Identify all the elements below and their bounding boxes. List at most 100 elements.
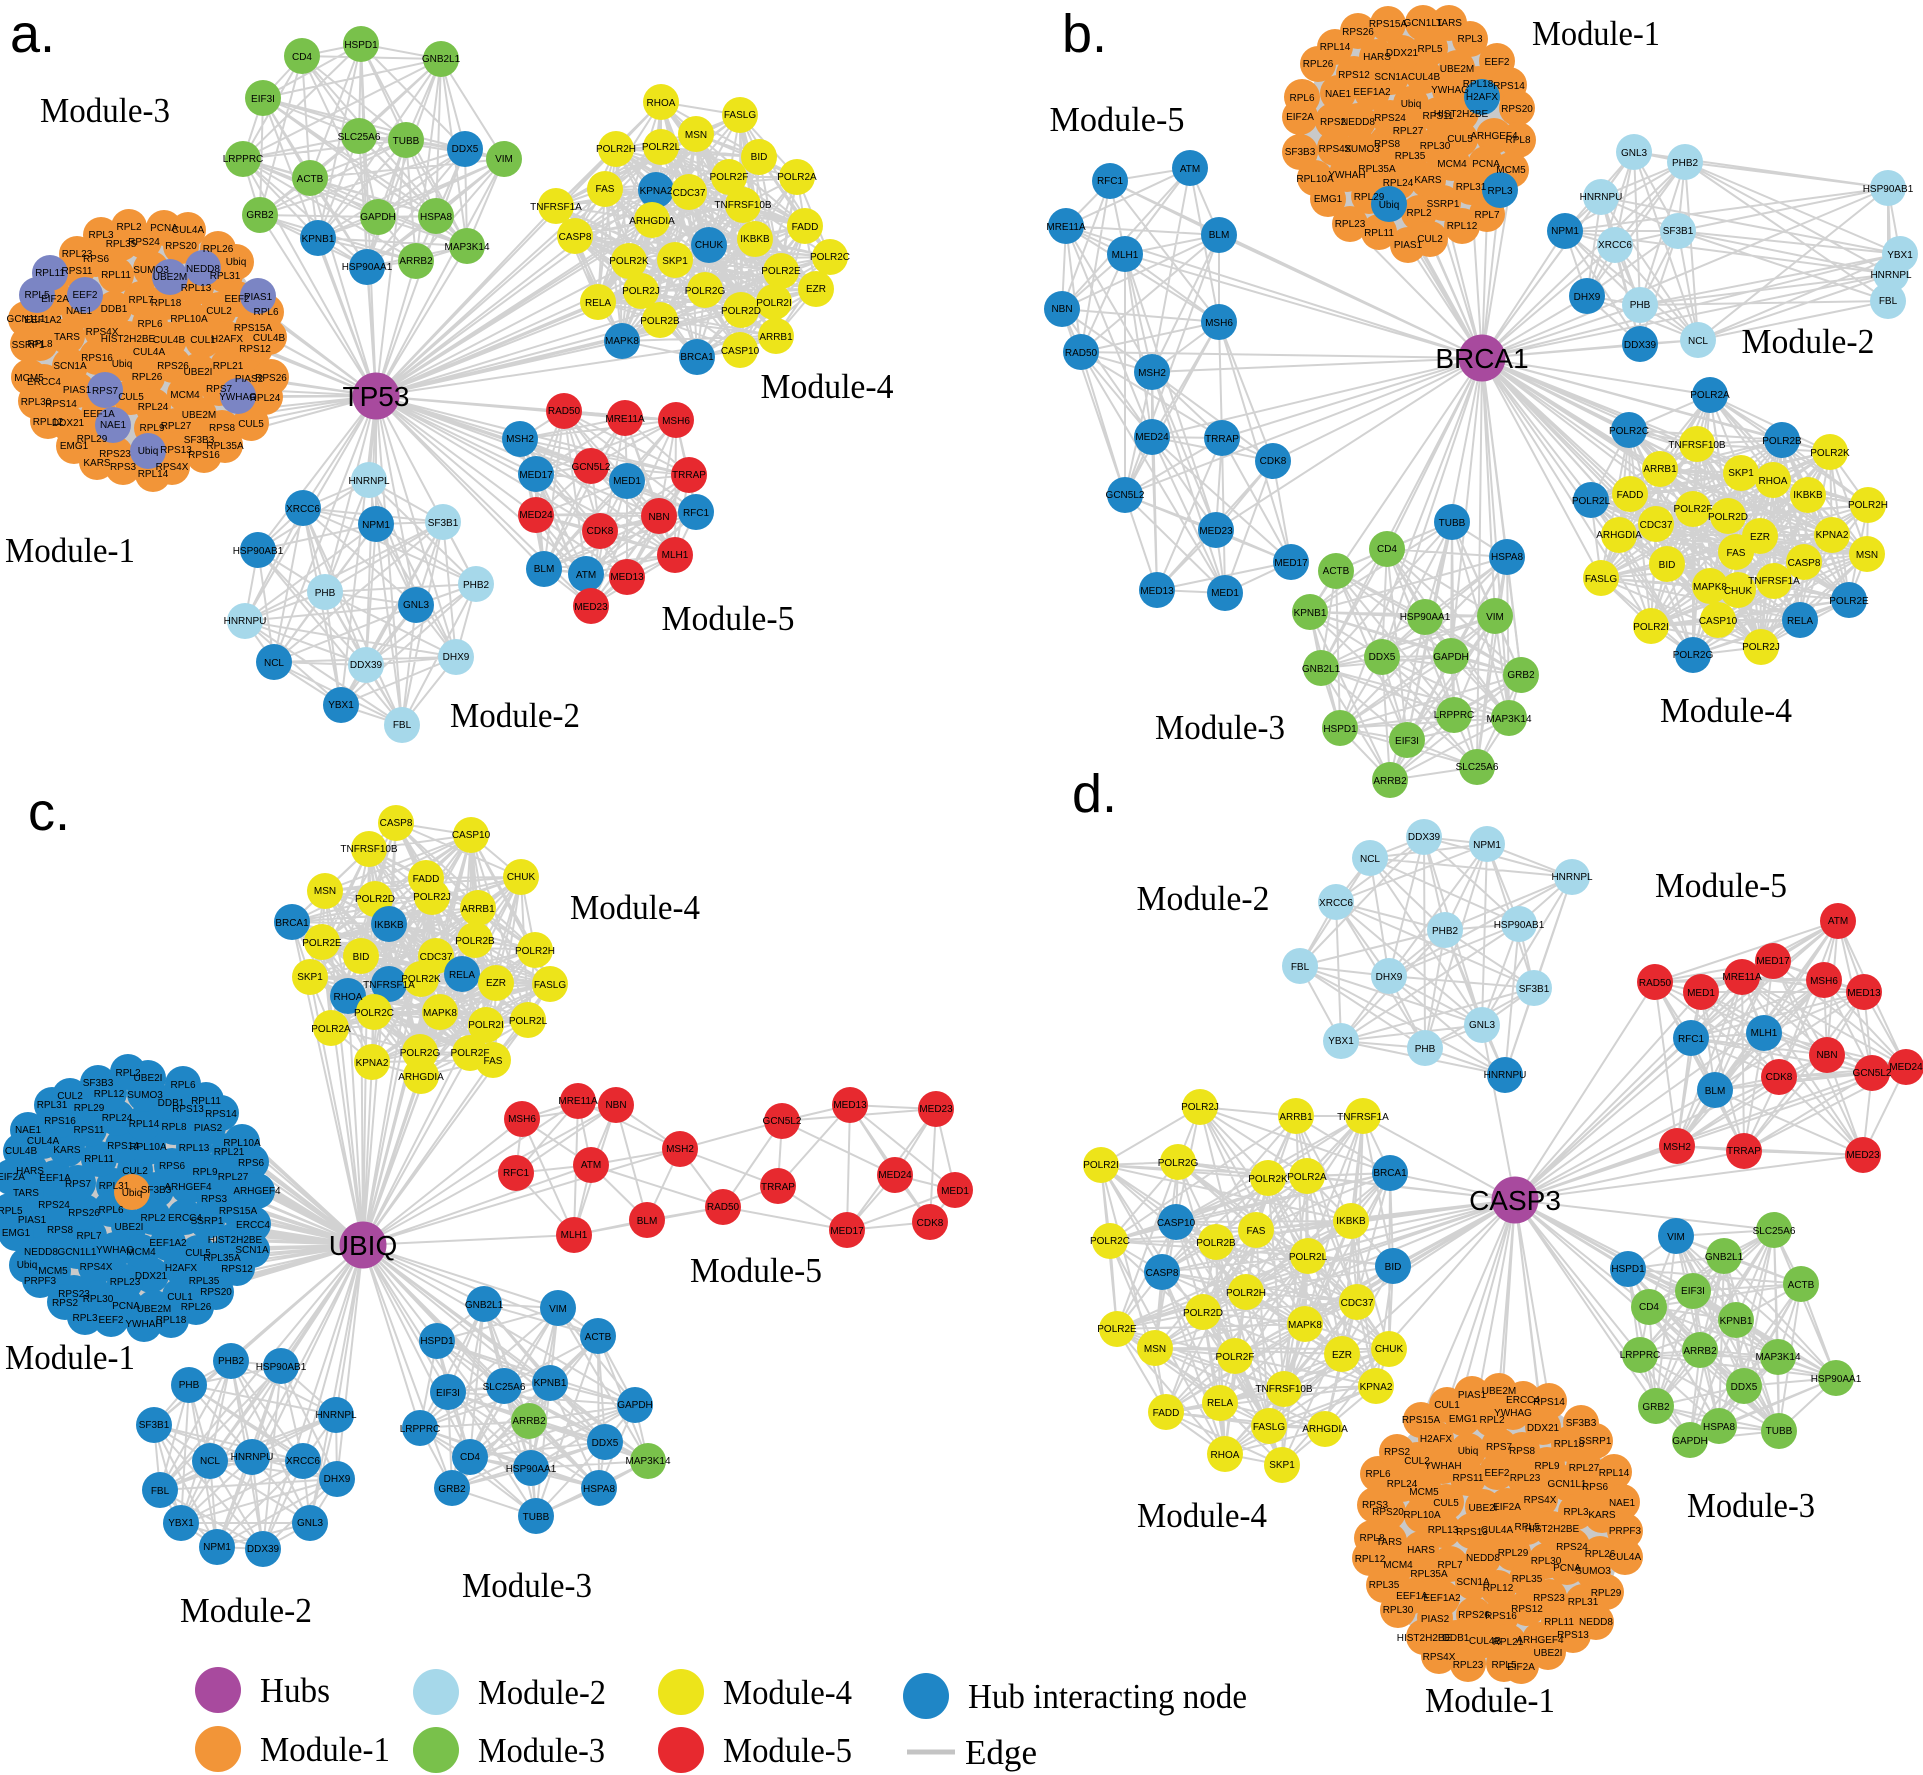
svg-text:HSP90AB1: HSP90AB1 [233,546,284,557]
svg-text:CUL1: CUL1 [1434,1400,1460,1411]
svg-text:NEDD8: NEDD8 [1579,1617,1613,1628]
svg-text:RPL18: RPL18 [156,1315,187,1326]
svg-text:POLR2C: POLR2C [1090,1236,1130,1247]
svg-text:SLC25A6: SLC25A6 [483,1382,526,1393]
svg-text:GNL3: GNL3 [403,600,430,611]
svg-text:H2AFX: H2AFX [211,334,244,345]
svg-text:RPL7: RPL7 [128,295,153,306]
svg-text:RPL9: RPL9 [1534,1461,1559,1472]
svg-text:RPS4X: RPS4X [156,462,189,473]
svg-text:H2AFX: H2AFX [1466,92,1499,103]
svg-text:RPL35: RPL35 [1369,1580,1400,1591]
svg-text:MRE11A: MRE11A [605,414,645,425]
svg-text:ACTB: ACTB [297,174,324,185]
svg-text:CASP8: CASP8 [380,818,413,829]
svg-text:PIAS1: PIAS1 [63,385,92,396]
svg-text:RPL27: RPL27 [218,1172,249,1183]
svg-text:ATM: ATM [581,1160,601,1171]
svg-text:CD4: CD4 [292,52,312,63]
svg-text:ARHGEF4: ARHGEF4 [233,1186,281,1197]
svg-text:RPL14: RPL14 [138,469,169,480]
svg-text:RPL21: RPL21 [214,1147,245,1158]
svg-text:CASP3: CASP3 [1469,1185,1561,1216]
svg-text:RPS11: RPS11 [1453,1473,1484,1484]
svg-text:MSH2: MSH2 [506,434,534,445]
svg-text:GNL3: GNL3 [1621,148,1648,159]
svg-text:HNRNPL: HNRNPL [315,1410,357,1421]
svg-text:IKBKB: IKBKB [1336,1216,1366,1227]
svg-text:ARHGEF4: ARHGEF4 [164,1182,212,1193]
svg-text:PRPF3: PRPF3 [1609,1526,1642,1537]
svg-text:HIST2H2BE: HIST2H2BE [208,1235,263,1246]
svg-text:POLR2B: POLR2B [1762,436,1802,447]
svg-text:RELA: RELA [449,970,475,981]
svg-text:EEF1A: EEF1A [1396,1591,1428,1602]
svg-text:CUL4B: CUL4B [253,333,286,344]
svg-text:RPS4X: RPS4X [1423,1652,1456,1663]
svg-text:KPNB1: KPNB1 [1294,608,1327,619]
svg-text:GAPDH: GAPDH [1433,652,1469,663]
svg-text:b.: b. [1062,4,1107,64]
svg-text:POLR2C: POLR2C [354,1008,394,1019]
svg-text:FASLG: FASLG [534,980,566,991]
svg-text:RPS15A: RPS15A [1402,1415,1441,1426]
svg-text:BRCA1: BRCA1 [275,918,309,929]
svg-text:MSH2: MSH2 [1663,1142,1691,1153]
svg-text:GRB2: GRB2 [246,210,274,221]
svg-text:UBE2I: UBE2I [134,1073,163,1084]
svg-text:RPL26: RPL26 [132,372,163,383]
svg-text:CUL4A: CUL4A [1481,1525,1514,1536]
svg-text:Module-3: Module-3 [462,1566,592,1605]
svg-text:EIF3I: EIF3I [1681,1286,1705,1297]
svg-text:ERCC4: ERCC4 [27,377,61,388]
svg-text:POLR2F: POLR2F [451,1048,490,1059]
svg-text:ARRB1: ARRB1 [759,332,793,343]
svg-text:RPL35A: RPL35A [206,441,244,452]
svg-text:HIST2H2BE: HIST2H2BE [101,334,156,345]
svg-text:ARHGDIA: ARHGDIA [1302,1424,1348,1435]
svg-text:XRCC6: XRCC6 [1598,240,1632,251]
svg-text:MAP3K14: MAP3K14 [625,1456,670,1467]
svg-text:FBL: FBL [393,720,412,731]
svg-text:RPL29: RPL29 [74,1103,105,1114]
svg-text:MSH6: MSH6 [1205,318,1233,329]
svg-text:MSN: MSN [1144,1344,1166,1355]
svg-text:FBL: FBL [1879,296,1898,307]
svg-text:DDX5: DDX5 [452,144,479,155]
svg-text:MAPK8: MAPK8 [423,1008,457,1019]
svg-text:PHB: PHB [179,1380,200,1391]
svg-text:Hubs: Hubs [260,1671,330,1710]
svg-text:RPS20: RPS20 [200,1287,232,1298]
svg-text:MLH1: MLH1 [662,550,689,561]
svg-text:POLR2F: POLR2F [710,172,749,183]
svg-text:RPS11: RPS11 [74,1125,105,1136]
svg-text:MLH1: MLH1 [1751,1028,1778,1039]
svg-text:VIM: VIM [1486,612,1504,623]
svg-text:HSP90AB1: HSP90AB1 [1494,920,1545,931]
svg-text:Module-1: Module-1 [1425,1681,1555,1720]
svg-text:PHB: PHB [1630,300,1651,311]
svg-text:RPS12: RPS12 [221,1264,253,1275]
svg-text:UBE2I: UBE2I [1534,1648,1563,1659]
svg-text:RPL31: RPL31 [210,271,241,282]
svg-text:POLR2C: POLR2C [810,252,850,263]
svg-text:RPL11: RPL11 [84,1154,114,1165]
svg-text:SUMO3: SUMO3 [1344,144,1380,155]
svg-text:KPNA2: KPNA2 [1360,1382,1393,1393]
svg-text:MED13: MED13 [833,1100,867,1111]
svg-text:SF3B1: SF3B1 [428,518,459,529]
svg-text:POLR2G: POLR2G [1158,1158,1199,1169]
svg-text:c.: c. [28,782,70,842]
svg-text:RHOA: RHOA [1211,1450,1240,1461]
svg-text:EEF2: EEF2 [72,290,97,301]
svg-text:POLR2I: POLR2I [756,298,792,309]
svg-text:BLM: BLM [1705,1086,1726,1097]
svg-text:CASP10: CASP10 [452,830,491,841]
svg-text:EEF2: EEF2 [1484,1468,1509,1479]
svg-text:KPNA2: KPNA2 [1816,530,1849,541]
svg-text:CASP8: CASP8 [559,232,592,243]
svg-text:POLR2I: POLR2I [468,1020,504,1031]
svg-text:DDX21: DDX21 [52,418,85,429]
svg-text:RPL3: RPL3 [88,230,113,241]
svg-text:FAS: FAS [484,1056,503,1067]
